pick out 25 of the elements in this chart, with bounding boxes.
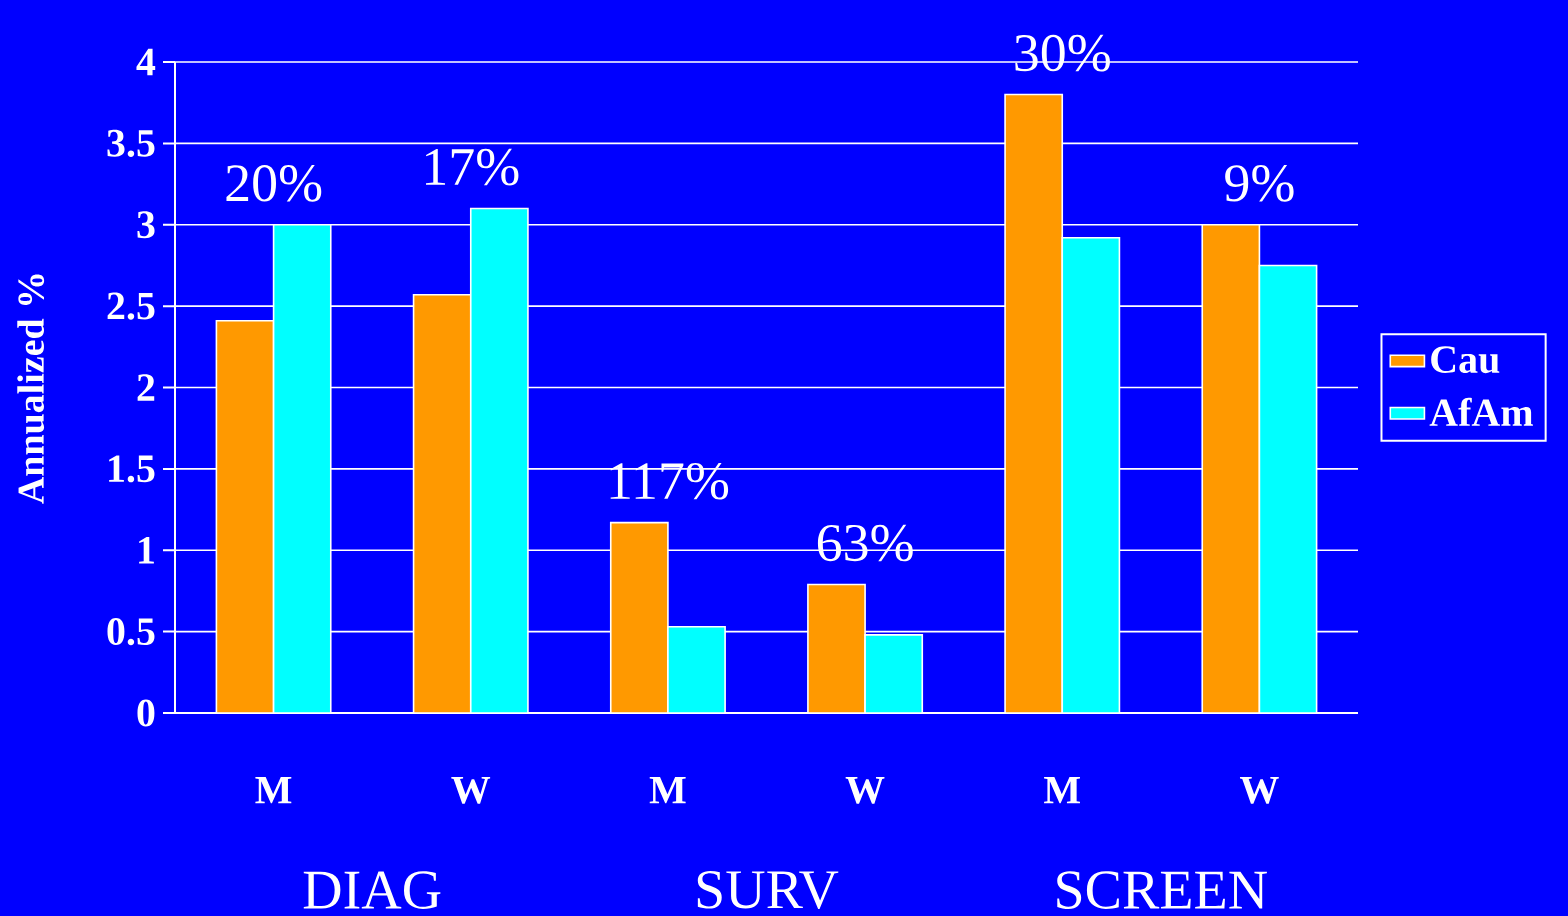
x-tick-label: W [845, 777, 885, 804]
x-tick-label: M [649, 777, 686, 804]
y-tick-label: 2.5 [107, 292, 155, 320]
y-tick-label: 3.5 [107, 129, 155, 157]
legend-label: Cau [1431, 346, 1500, 374]
x-tick-label: M [1044, 777, 1080, 804]
y-tick-label: 1 [139, 537, 154, 564]
annotation: 9% [1225, 165, 1294, 202]
y-tick-label: 0 [137, 699, 155, 727]
x-tick-label: M [255, 777, 292, 804]
y-axis-title: Annualized % [17, 274, 45, 504]
y-tick-label: 0.5 [107, 618, 155, 646]
annotation: 20% [226, 165, 322, 202]
text: DIAG [303, 871, 441, 909]
x-tick-label: W [1239, 777, 1279, 804]
legend-label: AfAm [1429, 397, 1533, 426]
y-tick-label: 2 [137, 374, 155, 401]
text: SURV [697, 871, 839, 909]
annotation: 117% [610, 462, 729, 500]
annotation: 17% [426, 148, 519, 186]
x-tick-label: W [451, 777, 491, 804]
text: SCREEN [1057, 871, 1267, 909]
y-tick-label: 3 [137, 211, 155, 239]
y-tick-label: 1.5 [109, 455, 155, 483]
y-tick-label: 4 [136, 48, 156, 76]
